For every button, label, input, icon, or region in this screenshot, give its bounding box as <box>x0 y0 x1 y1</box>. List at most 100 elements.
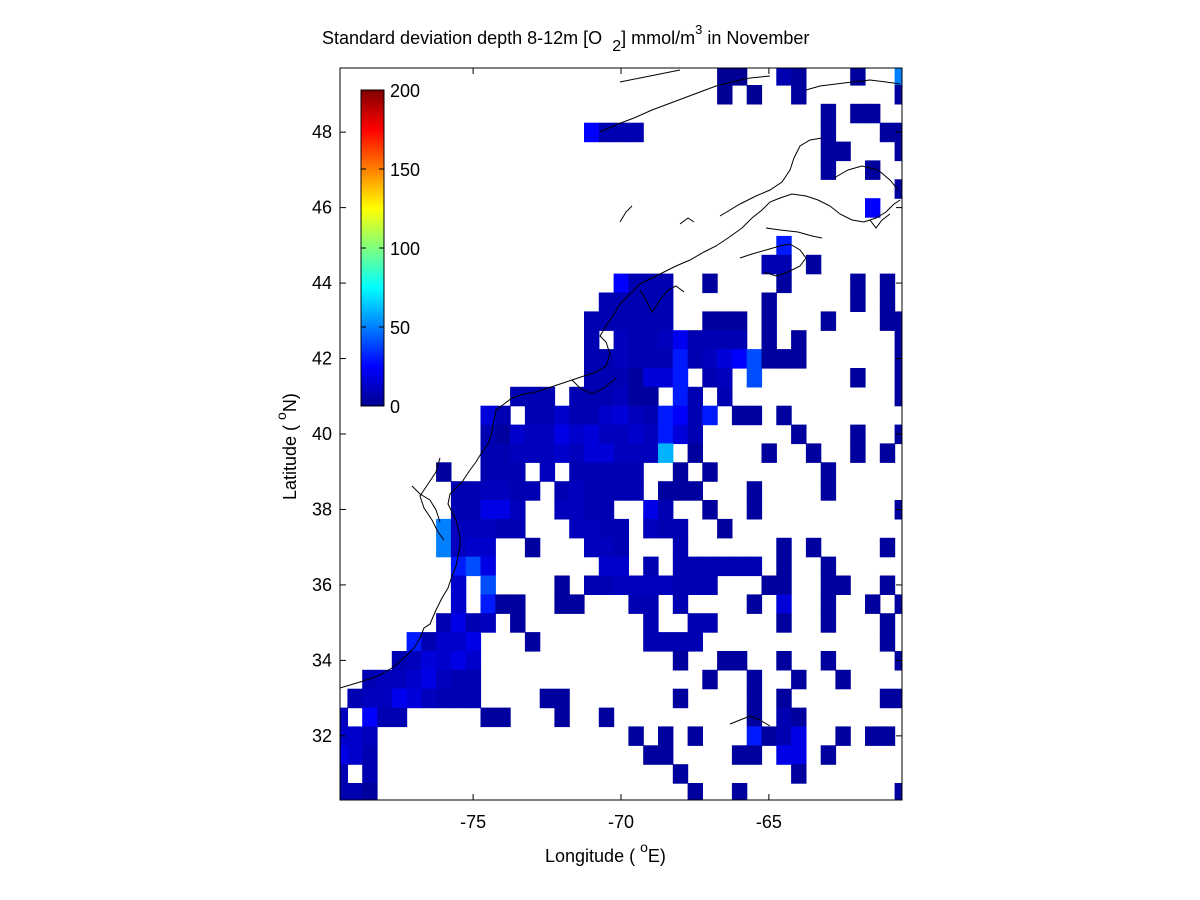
heatmap-cell <box>628 122 644 143</box>
heatmap-cell <box>628 424 644 445</box>
heatmap-cell <box>584 424 600 445</box>
heatmap-cell <box>658 330 674 350</box>
heatmap-cell <box>687 424 703 445</box>
y-tick-label: 46 <box>312 198 332 218</box>
heatmap-cell <box>820 556 837 577</box>
heatmap-cell <box>450 613 467 633</box>
heatmap-cell <box>820 160 837 180</box>
heatmap-cell <box>643 575 659 595</box>
heatmap-cell <box>406 632 422 652</box>
heatmap-cell <box>554 481 570 501</box>
heatmap-cell <box>450 688 467 709</box>
heatmap-cell <box>362 669 378 690</box>
heatmap-cell <box>717 349 733 369</box>
colorbar-tick-label: 150 <box>390 160 420 180</box>
heatmap-cell <box>584 330 600 350</box>
heatmap-cell <box>643 443 659 463</box>
heatmap-cell <box>776 613 792 633</box>
heatmap-cell <box>776 254 792 275</box>
heatmap-cell <box>746 556 763 577</box>
heatmap-cell <box>658 349 674 369</box>
heatmap-cell <box>584 368 600 388</box>
heatmap-cell <box>687 405 703 426</box>
heatmap-cell <box>524 632 541 652</box>
heatmap-cell <box>761 349 777 369</box>
heatmap-cell <box>894 141 902 162</box>
heatmap-cell <box>776 575 792 595</box>
heatmap-cell <box>761 443 777 463</box>
heatmap-cell <box>879 273 896 294</box>
heatmap-cell <box>613 424 629 445</box>
heatmap-cell <box>554 424 570 445</box>
heatmap-cell <box>820 613 837 633</box>
heatmap-cell <box>539 405 556 426</box>
heatmap-cell <box>731 405 748 426</box>
heatmap-cell <box>421 632 437 652</box>
heatmap-cell <box>450 481 467 501</box>
heatmap-cell <box>672 651 689 671</box>
heatmap-cell <box>628 405 644 426</box>
heatmap-cell <box>613 122 629 143</box>
heatmap-cell <box>746 726 763 746</box>
heatmap-cell <box>510 518 526 539</box>
heatmap-cell <box>658 745 674 765</box>
heatmap-cell <box>702 330 718 350</box>
heatmap-cell <box>761 292 777 312</box>
heatmap-cell <box>879 575 896 595</box>
heatmap-cell <box>850 424 866 445</box>
heatmap-cell <box>554 707 570 728</box>
heatmap-cell <box>894 783 902 800</box>
heatmap-cell <box>628 292 644 312</box>
heatmap-cell <box>450 537 467 558</box>
heatmap-cell <box>672 424 689 445</box>
heatmap-cell <box>480 405 496 426</box>
heatmap-cell <box>643 311 659 331</box>
heatmap-cell <box>340 764 348 784</box>
heatmap-cell <box>658 500 674 520</box>
heatmap-cell <box>362 688 378 709</box>
heatmap-cell <box>569 424 585 445</box>
heatmap-cell <box>584 122 600 143</box>
heatmap-cell <box>598 311 615 331</box>
heatmap-cell <box>791 85 807 105</box>
heatmap-cell <box>613 537 629 558</box>
heatmap-cell <box>436 462 452 482</box>
heatmap-cell <box>894 179 902 199</box>
heatmap-cell <box>894 594 902 614</box>
y-tick-label: 40 <box>312 424 332 444</box>
heatmap-cell <box>465 500 482 520</box>
heatmap-cell <box>584 405 600 426</box>
heatmap-cell <box>598 122 615 143</box>
heatmap-cell <box>465 518 482 539</box>
heatmap-cell <box>510 481 526 501</box>
heatmap-cell <box>480 424 496 445</box>
heatmap-cell <box>465 481 482 501</box>
heatmap-cell <box>658 518 674 539</box>
heatmap-cell <box>643 368 659 388</box>
heatmap-cell <box>702 368 718 388</box>
heatmap-cell <box>702 349 718 369</box>
heatmap-cell <box>717 330 733 350</box>
y-tick-label: 38 <box>312 499 332 519</box>
heatmap-cell <box>658 575 674 595</box>
heatmap-cell <box>539 688 556 709</box>
heatmap-cell <box>791 330 807 350</box>
colorbar-tick-label: 100 <box>390 239 420 259</box>
heatmap-cell <box>569 481 585 501</box>
heatmap-cell <box>584 386 600 407</box>
heatmap-cell <box>598 386 615 407</box>
heatmap-cell <box>598 556 615 577</box>
heatmap-cell <box>776 726 792 746</box>
heatmap-cell <box>450 651 467 671</box>
heatmap-cell <box>524 386 541 407</box>
heatmap-cell <box>732 802 747 822</box>
heatmap-cell <box>879 122 896 143</box>
heatmap-cell <box>643 330 659 350</box>
heatmap-cell <box>391 707 408 728</box>
heatmap-cell <box>791 764 807 784</box>
heatmap-cell <box>672 594 689 614</box>
heatmap-cell <box>480 462 496 482</box>
heatmap-cell <box>406 669 422 690</box>
heatmap-cell <box>598 292 615 312</box>
heatmap-cell <box>835 726 851 746</box>
